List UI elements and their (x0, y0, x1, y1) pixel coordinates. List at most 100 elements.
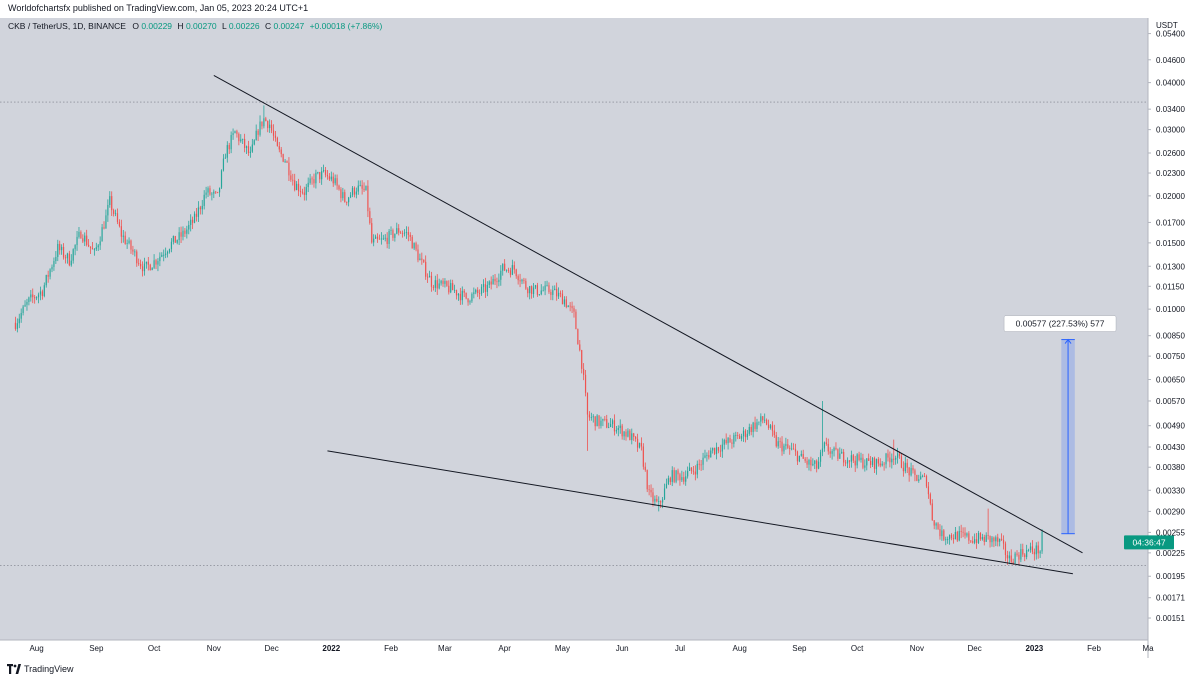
candle-body (660, 501, 662, 503)
candle-body (635, 436, 637, 439)
candle-body (775, 435, 777, 447)
plot-area[interactable] (0, 18, 1148, 640)
candle-body (702, 457, 704, 465)
x-tick-label: Dec (968, 644, 982, 653)
candle-body (839, 453, 841, 459)
candle-body (149, 264, 151, 271)
candle-body (452, 283, 454, 291)
candle-body (606, 419, 608, 428)
y-tick-label: 0.03000 (1156, 126, 1185, 135)
candle-body (455, 290, 458, 296)
candle-body (619, 425, 621, 429)
candle-body (844, 462, 847, 464)
candle-body (174, 235, 176, 243)
candle-body (43, 285, 45, 297)
candle-body (157, 261, 159, 265)
candle-body (217, 191, 219, 193)
candle-body (871, 457, 874, 465)
candle-body (78, 231, 80, 237)
candle-body (57, 243, 59, 257)
candle-body (1014, 553, 1016, 564)
candle-body (866, 458, 868, 466)
candle-body (242, 138, 244, 140)
candle-body (733, 435, 735, 444)
tradingview-logo-icon[interactable] (7, 664, 21, 674)
candle-body (276, 137, 278, 147)
candle-body (993, 537, 995, 542)
upper-trendline (213, 74, 1083, 554)
candle-body (652, 492, 654, 502)
candle-body (883, 463, 885, 465)
candle-body (870, 460, 872, 465)
chart-frame[interactable]: 0.00577 (227.53%) 577 04:36:47 0.05400 0.0… (0, 18, 1200, 658)
x-tick-label: Aug (29, 644, 43, 653)
candle-body (299, 191, 302, 192)
candle-body (240, 139, 242, 142)
legend-o-value: 0.00229 (141, 21, 172, 31)
candle-body (802, 453, 804, 459)
candle-body (446, 281, 448, 286)
candle-body (785, 444, 787, 446)
candle-body (827, 443, 829, 452)
time-axis[interactable] (0, 640, 1148, 658)
candle-body (136, 251, 138, 264)
candle-body (696, 463, 698, 475)
candle-body (837, 449, 839, 459)
candle-body (203, 194, 205, 206)
candle-body (1004, 543, 1007, 556)
candle-body (623, 431, 625, 437)
candle-body (147, 261, 149, 265)
trendlines (213, 74, 1083, 575)
y-tick-label: 0.00225 (1156, 549, 1185, 558)
x-tick-label: Dec (264, 644, 278, 653)
candle-body (708, 455, 710, 458)
candle-body (193, 213, 196, 223)
candle-body (798, 455, 800, 462)
candle-body (719, 450, 721, 452)
candle-body (740, 436, 743, 439)
candle-body (270, 124, 273, 131)
candle-body (746, 433, 748, 438)
price-axis[interactable] (1148, 18, 1200, 658)
candle-body (388, 230, 390, 244)
legend-c-value: 0.00247 (273, 21, 304, 31)
candle-body (30, 294, 32, 298)
candle-body (207, 188, 209, 193)
candle-body (249, 151, 251, 154)
candle-body (436, 280, 438, 289)
candle-body (910, 467, 912, 476)
candle-body (1010, 555, 1012, 562)
y-tick-label: 0.00850 (1156, 332, 1185, 341)
candle-body (392, 230, 394, 238)
candle-body (282, 154, 284, 162)
candle-body (688, 467, 691, 471)
candle-body (519, 280, 521, 282)
candle-body (307, 182, 309, 188)
footer-brand[interactable]: TradingView (24, 664, 74, 674)
candle-body (989, 535, 991, 543)
candle-body (351, 187, 354, 196)
candle-body (873, 457, 876, 469)
candle-body (340, 189, 342, 199)
candle-body (814, 460, 816, 464)
candle-body (854, 460, 856, 466)
y-tick-label: 0.00151 (1156, 614, 1185, 623)
candle-body (1002, 539, 1005, 544)
candle-body (467, 298, 469, 303)
candle-body (82, 238, 84, 242)
candle-body (359, 184, 361, 186)
candle-body (970, 540, 972, 542)
candle-body (151, 267, 153, 271)
candle-body (987, 535, 989, 536)
candle-body (758, 421, 760, 423)
candle-body (816, 460, 818, 469)
candle-body (527, 288, 529, 294)
y-tick-label: 0.00195 (1156, 572, 1185, 581)
candle-body (114, 213, 117, 215)
candle-body (939, 529, 941, 537)
candle-body (1041, 531, 1043, 552)
candle-body (482, 284, 485, 287)
candle-body (868, 458, 870, 461)
candle-body (55, 256, 57, 262)
